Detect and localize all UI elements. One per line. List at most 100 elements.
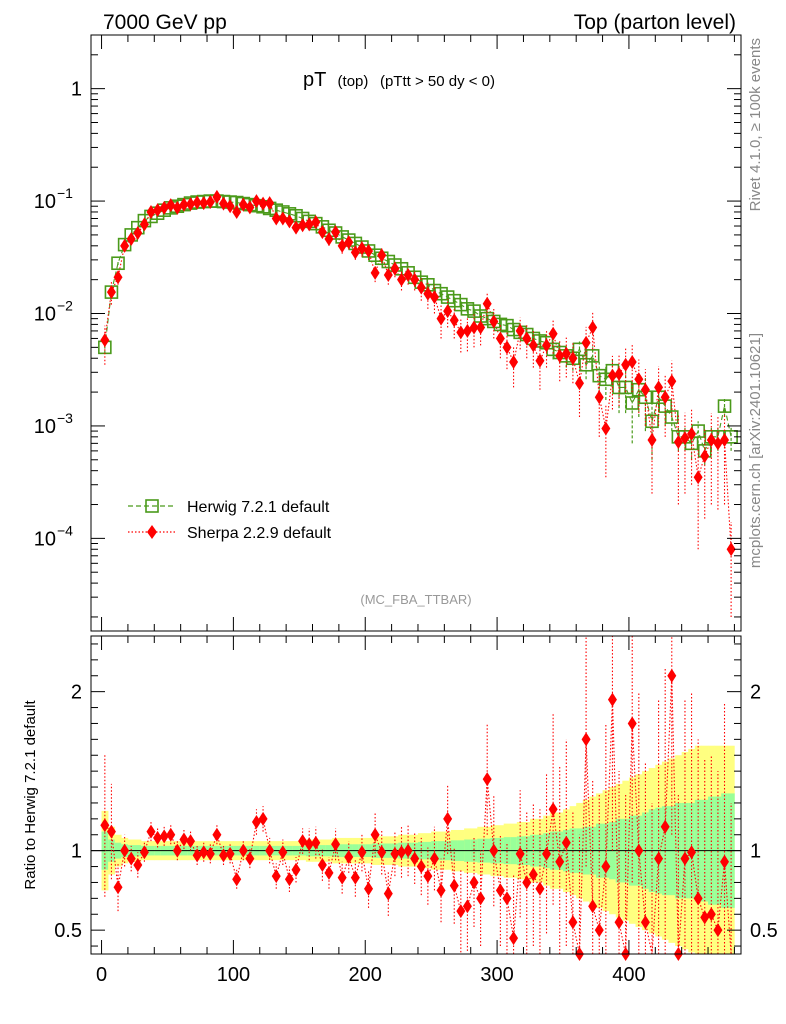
sherpa-ratio-point — [548, 802, 558, 817]
sherpa-point — [429, 290, 439, 305]
sherpa-point — [502, 340, 512, 355]
sherpa-point — [199, 196, 209, 211]
sherpa-point — [515, 323, 525, 338]
sherpa-ratio-point — [581, 732, 591, 747]
sherpa-ratio-point — [126, 851, 136, 866]
sherpa-ratio-point — [192, 848, 202, 863]
sherpa-ratio-point — [291, 862, 301, 877]
herwig-point — [625, 396, 640, 410]
sherpa-point — [522, 331, 532, 346]
sherpa-point — [495, 331, 505, 346]
sherpa-ratio-point — [153, 830, 163, 845]
rivet-label: Rivet 4.1.0, ≥ 100k events — [747, 38, 764, 211]
sherpa-point — [621, 357, 631, 372]
herwig-point — [111, 256, 125, 271]
sherpa-point — [548, 326, 558, 341]
legend-herwig: Herwig 7.2.1 default — [128, 499, 330, 516]
y-tick-label: 10 — [34, 416, 56, 438]
sherpa-ratio-point — [443, 811, 453, 826]
ratio-y-tick-label: 2 — [71, 682, 82, 704]
sherpa-point — [225, 199, 235, 214]
sherpa-ratio-point — [462, 899, 472, 914]
sherpa-point — [482, 296, 492, 311]
sherpa-ratio-point — [568, 915, 578, 930]
sherpa-ratio-point — [660, 819, 670, 834]
sherpa-point — [390, 261, 400, 276]
sherpa-ratio-point — [113, 880, 123, 895]
sherpa-line — [104, 196, 732, 550]
sherpa-ratio-point — [146, 824, 156, 839]
sherpa-point — [153, 203, 163, 218]
sherpa-ratio-point — [640, 915, 650, 930]
sherpa-point — [542, 338, 552, 353]
sherpa-point — [594, 390, 604, 405]
sherpa-point — [673, 434, 683, 449]
sherpa-point — [166, 198, 176, 213]
ratio-y-tick-label-right: 2 — [750, 682, 761, 704]
main-x-ticks — [101, 35, 735, 631]
sherpa-ratio-point — [350, 870, 360, 885]
sherpa-ratio-point — [377, 845, 387, 860]
sherpa-point — [416, 280, 426, 295]
sherpa-point — [126, 231, 136, 246]
sherpa-ratio-point — [271, 869, 281, 884]
sherpa-ratio-point — [337, 870, 347, 885]
y-tick-label: 10 — [34, 528, 56, 550]
sherpa-ratio-point — [535, 881, 545, 896]
sherpa-ratio-point — [225, 846, 235, 861]
sherpa-point — [258, 196, 268, 211]
sherpa-ratio-point — [357, 845, 367, 860]
sherpa-ratio-point — [436, 883, 446, 898]
sherpa-ratio-point — [159, 829, 169, 844]
sherpa-point — [456, 325, 466, 340]
sherpa-point — [561, 346, 571, 361]
sherpa-point — [120, 238, 130, 253]
y-tick-label: 1 — [71, 79, 82, 101]
sherpa-ratio-point — [311, 835, 321, 850]
sherpa-ratio-point — [502, 891, 512, 906]
sherpa-ratio-point — [528, 867, 538, 882]
ratio-y-tick-label: 0.5 — [54, 920, 82, 942]
main-y-axis: 110−110−210−310−4 — [34, 34, 741, 618]
sherpa-ratio-point — [298, 834, 308, 849]
ratio-panel: 2 2 1 1 0.5 0.5 0 100 200 300 400 Ratio to Herwig… — [22, 635, 778, 986]
sherpa-point — [377, 248, 387, 263]
sherpa-point — [139, 217, 149, 232]
sherpa-point — [667, 374, 677, 389]
analysis-watermark: (MC_FBA_TTBAR) — [360, 592, 471, 607]
sherpa-ratio-point — [396, 845, 406, 860]
sherpa-ratio-point — [251, 815, 261, 830]
sherpa-ratio-point — [555, 854, 565, 869]
sherpa-point — [607, 368, 617, 383]
sherpa-point — [687, 426, 697, 441]
y-tick-label: 10 — [34, 304, 56, 326]
legend-sherpa-label: Sherpa 2.2.9 default — [187, 525, 332, 542]
ratio-y-label: Ratio to Herwig 7.2.1 default — [22, 700, 39, 890]
sherpa-point — [555, 348, 565, 363]
ratio-y-tick-label: 1 — [71, 841, 82, 863]
sherpa-ratio-point — [429, 851, 439, 866]
sherpa-ratio-point — [423, 869, 433, 884]
x-tick-label: 100 — [217, 964, 250, 986]
sherpa-ratio-point — [713, 923, 723, 938]
sherpa-point — [640, 382, 650, 397]
ratio-y-tick-label-right: 1 — [750, 841, 761, 863]
sherpa-ratio-point — [588, 899, 598, 914]
sherpa-ratio-point — [106, 824, 116, 839]
sherpa-point — [443, 304, 453, 319]
x-tick-label: 0 — [96, 964, 107, 986]
sherpa-point — [535, 353, 545, 368]
sherpa-ratio-point — [258, 811, 268, 826]
y-tick-exponent: −1 — [57, 185, 73, 201]
sherpa-ratio-point — [120, 843, 130, 858]
sherpa-ratio-point — [324, 865, 334, 880]
sherpa-point — [680, 431, 690, 446]
sherpa-point — [357, 241, 367, 256]
sherpa-point — [133, 226, 143, 241]
sherpa-ratio-point — [634, 843, 644, 858]
ratio-y-tick-label-right: 0.5 — [750, 920, 778, 942]
sherpa-ratio-point — [166, 827, 176, 842]
main-panel: 110−110−210−310−4 pT (top) (pTtt > 50 dy… — [34, 34, 742, 632]
sherpa-ratio-point — [482, 772, 492, 787]
sherpa-ratio-point — [199, 845, 209, 860]
